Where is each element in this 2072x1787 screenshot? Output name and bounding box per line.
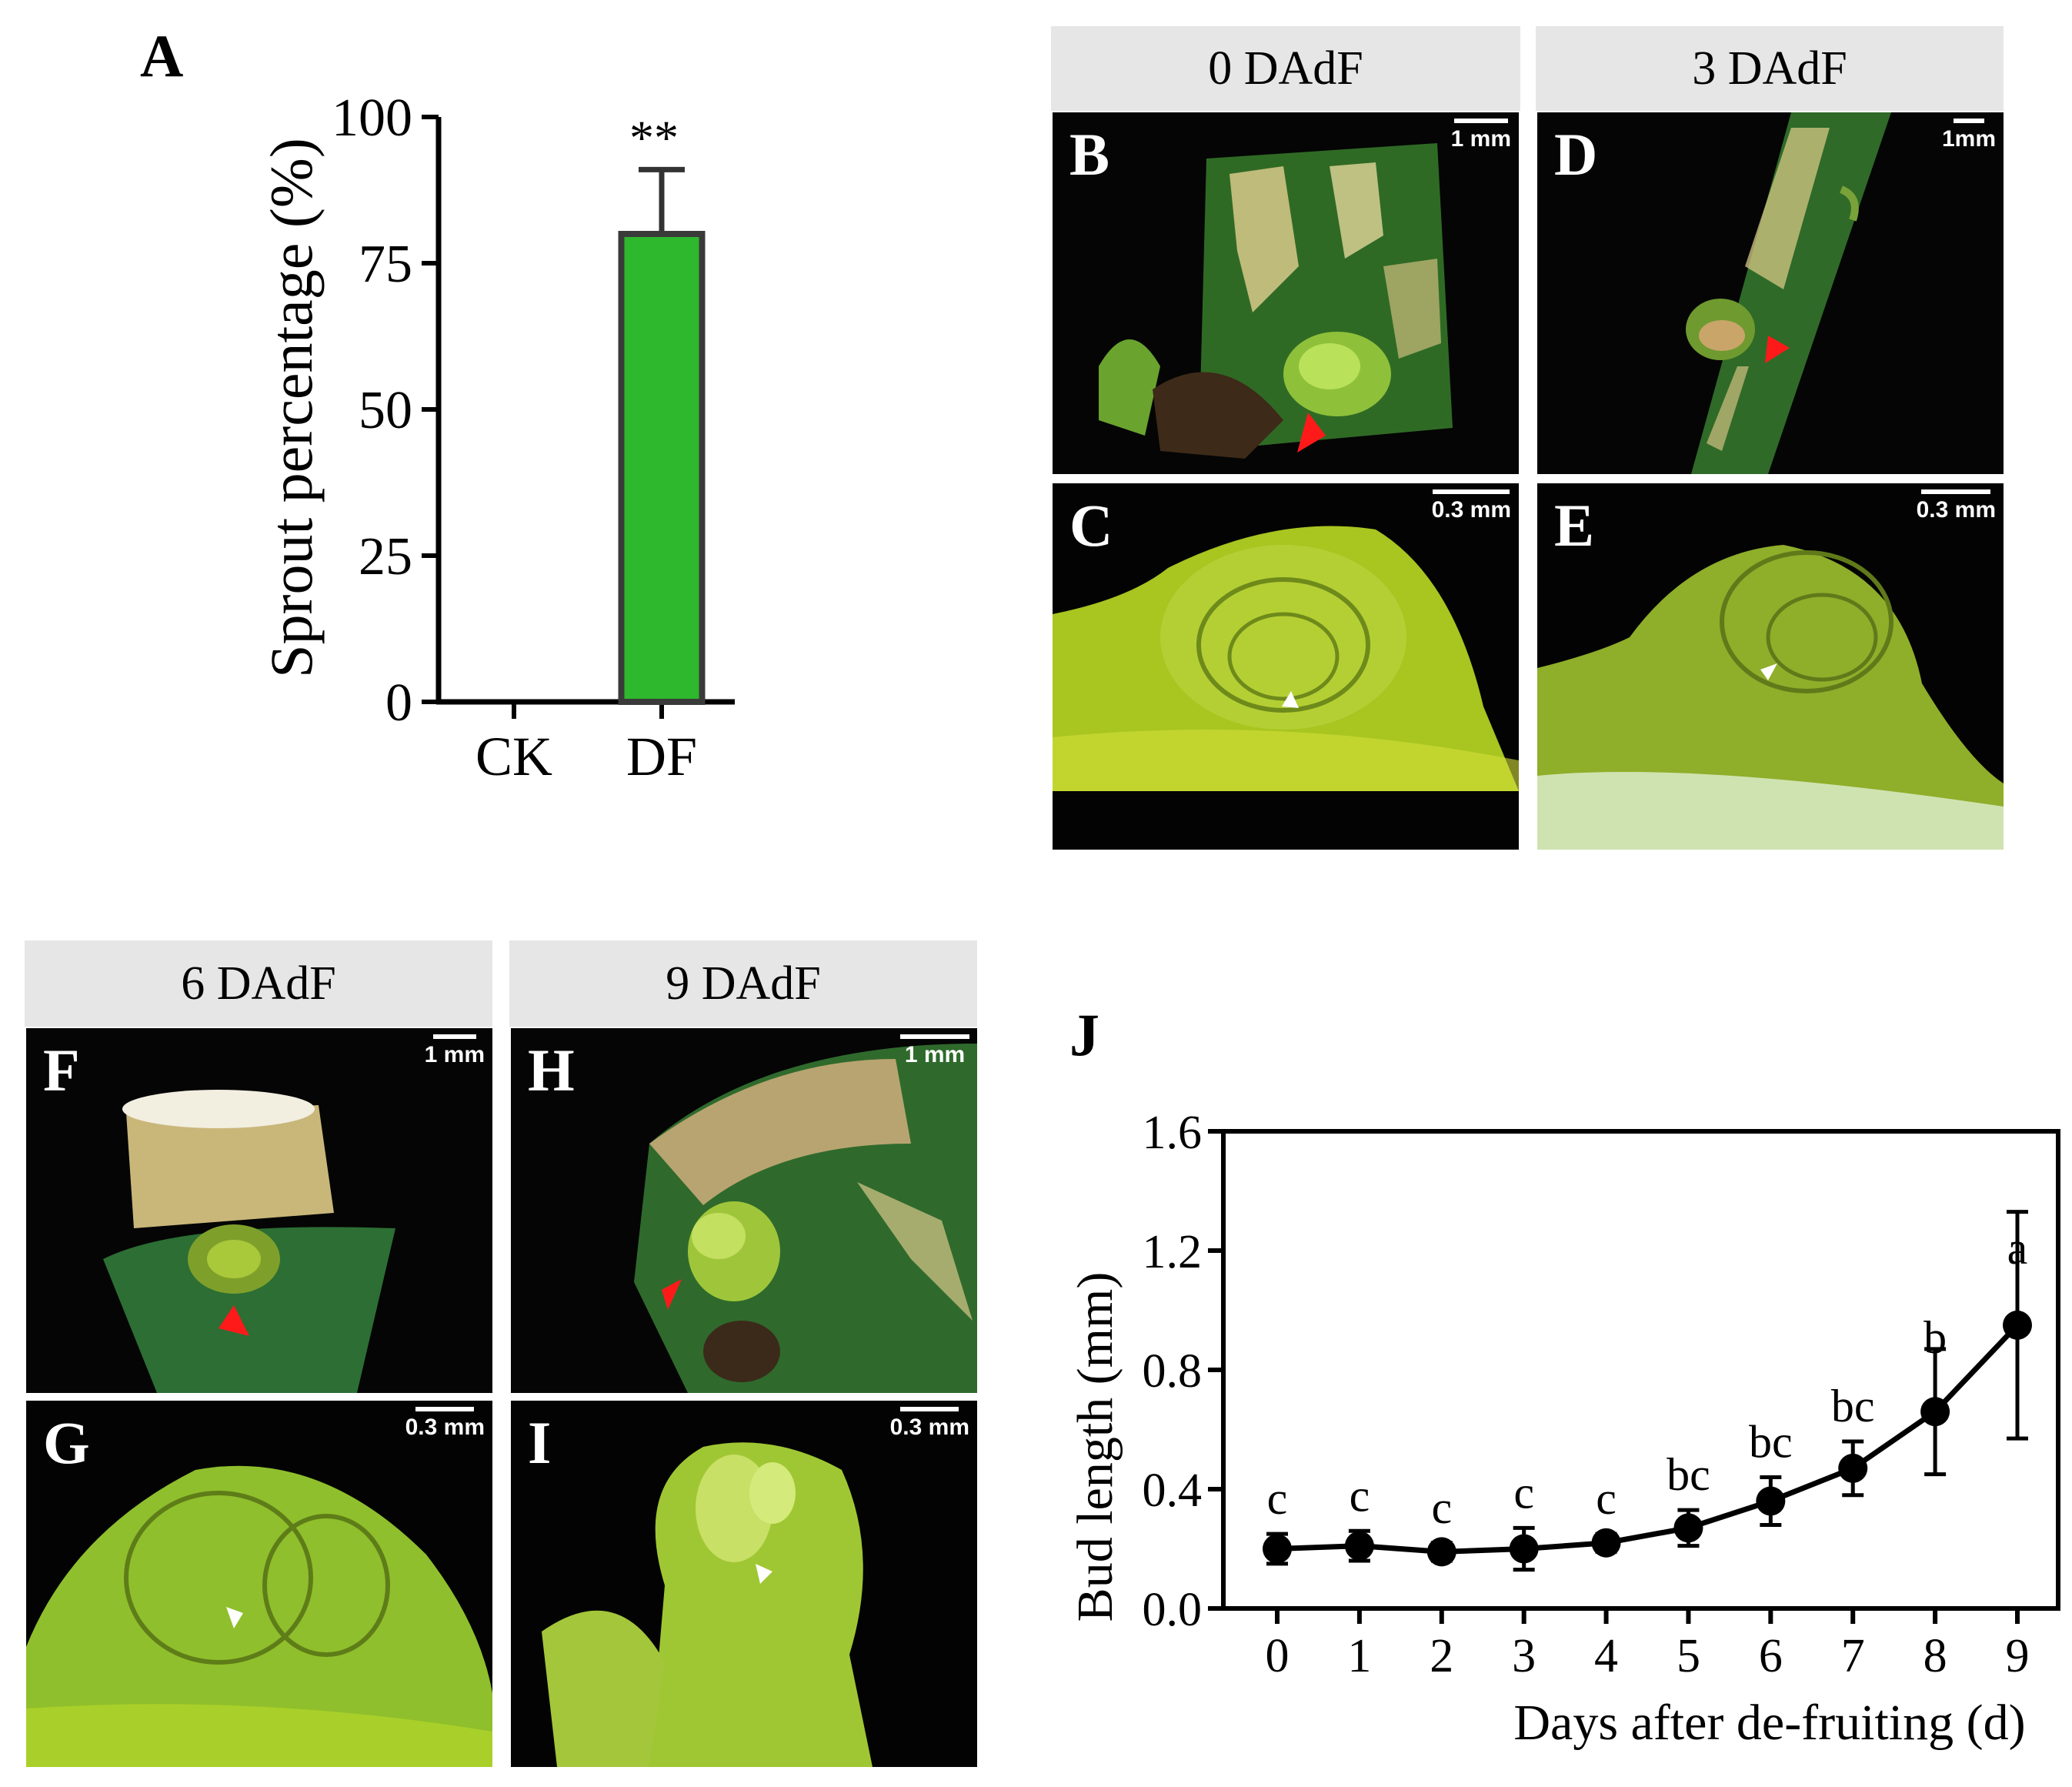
chart-j-data-point xyxy=(1344,1531,1374,1561)
chart-j-y-tick-label: 0.4 xyxy=(1143,1465,1203,1517)
chart-j-y-tick-label: 0.8 xyxy=(1143,1345,1203,1398)
chart-j-y-tick-label: 0.0 xyxy=(1143,1584,1203,1636)
chart-j-significance-letter: c xyxy=(1596,1473,1617,1524)
scale-bar-e: 0.3 mm xyxy=(1917,489,1996,523)
chart-a-y-tick-label: 75 xyxy=(359,235,412,294)
chart-j-data-point xyxy=(1673,1513,1703,1543)
chart-j-data-point xyxy=(1838,1453,1868,1483)
panel-i-letter: I xyxy=(528,1409,552,1476)
scale-bar-d: 1mm xyxy=(1942,119,1996,152)
chart-j-x-tick-label: 6 xyxy=(1759,1630,1783,1682)
chart-j-x-tick-label: 1 xyxy=(1347,1630,1371,1682)
panel-b-letter: B xyxy=(1069,121,1110,188)
photo-f-stem-bud: F 1 mm xyxy=(26,1028,492,1393)
chart-j-significance-letter: c xyxy=(1350,1470,1370,1521)
chart-j-significance-letter: c xyxy=(1431,1482,1452,1533)
photo-b-stem-bud: B 1 mm xyxy=(1053,112,1519,474)
scale-label-d: 1mm xyxy=(1941,126,1996,152)
panel-e-letter: E xyxy=(1554,492,1595,559)
chart-j-x-tick-label: 7 xyxy=(1841,1630,1865,1682)
scale-label-c: 0.3 mm xyxy=(1431,497,1511,523)
scale-label-b: 1 mm xyxy=(1450,126,1511,152)
chart-j-significance-letter: bc xyxy=(1749,1417,1793,1468)
scale-bar-i: 0.3 mm xyxy=(890,1407,969,1441)
panel-h-letter: H xyxy=(528,1037,575,1104)
header-9-dadf: 9 DAdF xyxy=(509,940,977,1027)
scale-label-f: 1 mm xyxy=(424,1042,485,1067)
chart-j-x-tick-label: 3 xyxy=(1512,1630,1536,1682)
chart-a-x-tick-label: DF xyxy=(626,726,697,787)
sprout-percentage-chart: Sprout percentage (%) 0 25 50 75 100 CK DF ** xyxy=(258,89,735,787)
chart-j-data-point xyxy=(1509,1534,1539,1564)
chart-a-y-tick-label: 0 xyxy=(385,673,412,733)
chart-j-data-point xyxy=(1756,1486,1786,1516)
header-3-dadf: 3 DAdF xyxy=(1536,26,2004,111)
chart-j-xlabel: Days after de-fruiting (d) xyxy=(1513,1695,2025,1751)
chart-j-x-tick-label: 9 xyxy=(2006,1630,2030,1682)
scale-label-e: 0.3 mm xyxy=(1916,497,1996,523)
photo-i-bud-section: I 0.3 mm xyxy=(511,1401,977,1767)
chart-j-significance-letter: c xyxy=(1513,1467,1534,1518)
chart-j-significance-letter: b xyxy=(1924,1312,1947,1363)
chart-j-significance-letter: a xyxy=(2007,1223,2028,1274)
scale-bar-h: 1 mm xyxy=(900,1034,969,1068)
panel-d-letter: D xyxy=(1554,121,1598,188)
chart-j-significance-letter: bc xyxy=(1831,1381,1875,1431)
chart-j-significance-letter: c xyxy=(1267,1473,1288,1524)
scale-bar-c: 0.3 mm xyxy=(1432,489,1511,523)
panel-a-letter: A xyxy=(140,22,184,89)
chart-j-data-point xyxy=(1426,1537,1456,1567)
panel-j-letter: J xyxy=(1069,1001,1099,1068)
panel-g-letter: G xyxy=(43,1409,90,1476)
chart-a-significance: ** xyxy=(629,110,679,165)
chart-j-series-line xyxy=(1276,1323,2020,1555)
scale-label-i: 0.3 mm xyxy=(889,1415,969,1440)
chart-j-x-tick-label: 4 xyxy=(1594,1630,1618,1682)
chart-j-data-point xyxy=(1591,1528,1621,1558)
photo-d-stem-bud: D 1mm xyxy=(1537,112,2004,474)
chart-j-ylabel: Bud length (mm) xyxy=(1069,1272,1123,1622)
scale-label-g: 0.3 mm xyxy=(405,1415,485,1440)
chart-j-x-tick-label: 2 xyxy=(1430,1630,1453,1682)
chart-a-y-tick-label: 100 xyxy=(332,89,412,148)
scale-bar-b: 1 mm xyxy=(1451,119,1511,152)
chart-j-y-tick-label: 1.6 xyxy=(1143,1107,1203,1159)
chart-a-bar xyxy=(618,231,706,705)
panel-c-letter: C xyxy=(1069,492,1113,559)
photo-g-bud-section: G 0.3 mm xyxy=(26,1401,492,1767)
scale-label-h: 1 mm xyxy=(904,1042,966,1067)
header-6-dadf: 6 DAdF xyxy=(25,940,492,1027)
panel-f-letter: F xyxy=(43,1037,80,1104)
bud-length-chart: Bud length (mm) Days after de-fruiting (… xyxy=(1069,1107,2060,1751)
chart-j-x-tick-label: 0 xyxy=(1266,1630,1290,1682)
chart-j-data-point xyxy=(1263,1534,1292,1564)
scale-bar-g: 0.3 mm xyxy=(405,1407,485,1441)
chart-j-significance-letter: bc xyxy=(1667,1449,1710,1500)
chart-a-y-tick-label: 50 xyxy=(359,381,412,440)
photo-e-bud-section: E 0.3 mm xyxy=(1537,483,2004,850)
chart-j-y-tick-label: 1.2 xyxy=(1143,1226,1203,1278)
scale-bar-f: 1 mm xyxy=(425,1034,485,1068)
chart-a-x-tick-label: CK xyxy=(475,726,552,787)
chart-j-x-tick-label: 8 xyxy=(1924,1630,1947,1682)
chart-j-data-point xyxy=(1920,1397,1950,1427)
chart-a-y-tick-label: 25 xyxy=(359,527,412,586)
chart-j-data-point xyxy=(2003,1310,2032,1340)
chart-a-ylabel: Sprout percentage (%) xyxy=(258,138,325,678)
photo-h-stem-bud: H 1 mm xyxy=(511,1028,977,1393)
chart-j-x-tick-label: 5 xyxy=(1677,1630,1700,1682)
header-0-dadf: 0 DAdF xyxy=(1051,26,1520,111)
photo-c-bud-section: C 0.3 mm xyxy=(1053,483,1519,850)
